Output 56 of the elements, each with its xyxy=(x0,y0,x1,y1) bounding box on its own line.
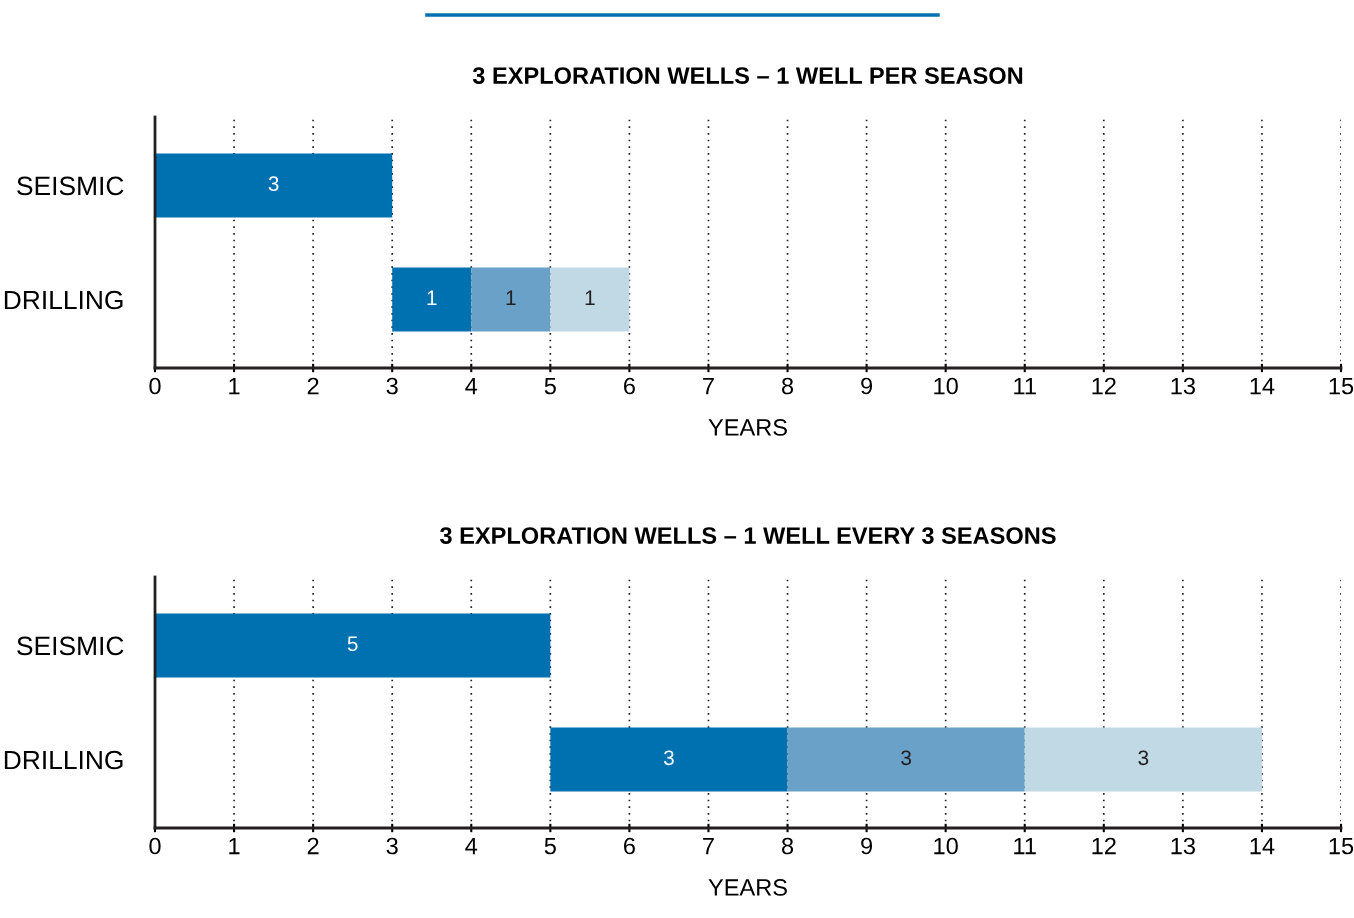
x-tick-label: 6 xyxy=(624,837,635,855)
x-tick-label: 12 xyxy=(1092,377,1116,395)
x-tick-label: 9 xyxy=(861,837,873,855)
x-tick-label: 14 xyxy=(1250,837,1275,855)
x-tick-label: 0 xyxy=(149,377,161,395)
x-tick-label: 0 xyxy=(149,837,161,855)
x-tick-label: 9 xyxy=(861,377,873,395)
x-tick-label: 14 xyxy=(1250,377,1275,395)
x-tick-label: 3 xyxy=(386,837,398,855)
bar xyxy=(550,727,788,792)
bar xyxy=(787,727,1025,792)
x-tick-label: 15 xyxy=(1329,377,1354,395)
x-tick-label: 3 xyxy=(386,377,398,395)
x-tick-label: 7 xyxy=(703,837,714,855)
bar xyxy=(1024,727,1262,792)
bar xyxy=(550,267,630,332)
x-tick-label: 4 xyxy=(465,837,478,855)
x-tick-label: 11 xyxy=(1014,837,1036,855)
x-tick-label: 8 xyxy=(781,837,794,855)
x-tick-label: 8 xyxy=(781,377,794,395)
data-label: 3 xyxy=(1138,750,1149,766)
x-tick-label: 13 xyxy=(1171,837,1195,855)
x-axis-title: YEARS xyxy=(708,879,787,896)
x-tick-label: 5 xyxy=(544,837,556,855)
bar xyxy=(155,613,551,678)
x-tick-label: 5 xyxy=(544,377,556,395)
data-label: 1 xyxy=(506,290,516,305)
data-label: 1 xyxy=(427,290,437,305)
x-tick-label: 11 xyxy=(1014,377,1036,395)
chart-title: 3 EXPLORATION WELLS – 1 WELL PER SEASON xyxy=(472,67,1023,84)
x-tick-label: 2 xyxy=(307,837,319,855)
bar xyxy=(155,153,393,218)
y-tick-label: DRILLING xyxy=(4,290,123,310)
data-label: 3 xyxy=(268,176,279,192)
x-tick-label: 1 xyxy=(229,837,240,855)
bar xyxy=(392,267,472,332)
data-label: 3 xyxy=(663,750,674,766)
chart-title: 3 EXPLORATION WELLS – 1 WELL EVERY 3 SEASONS xyxy=(439,527,1056,544)
x-tick-label: 13 xyxy=(1171,377,1195,395)
x-tick-label: 2 xyxy=(307,377,319,395)
y-tick-label: SEISMIC xyxy=(17,636,124,656)
x-tick-label: 12 xyxy=(1092,837,1116,855)
x-tick-label: 10 xyxy=(934,377,958,395)
bar xyxy=(471,267,551,332)
data-label: 1 xyxy=(585,290,595,305)
y-tick-label: DRILLING xyxy=(4,750,123,770)
data-label: 3 xyxy=(901,750,912,766)
x-axis-title: YEARS xyxy=(708,419,787,436)
x-tick-label: 10 xyxy=(934,837,958,855)
x-tick-label: 15 xyxy=(1329,837,1354,855)
x-tick-label: 7 xyxy=(703,377,714,395)
x-tick-label: 4 xyxy=(465,377,478,395)
data-label: 5 xyxy=(347,636,358,652)
x-tick-label: 6 xyxy=(624,377,635,395)
y-tick-label: SEISMIC xyxy=(17,176,124,196)
x-tick-label: 1 xyxy=(229,377,240,395)
